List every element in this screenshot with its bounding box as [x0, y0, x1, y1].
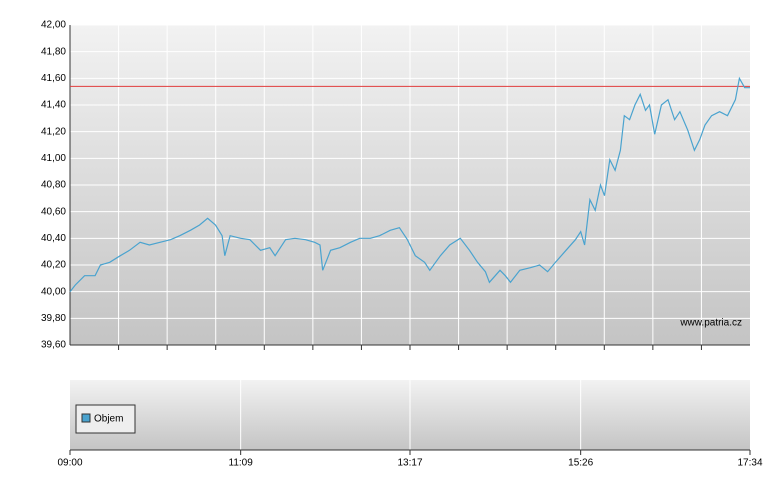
y-tick-label: 41,20 — [41, 126, 66, 137]
y-tick-label: 40,80 — [41, 180, 66, 191]
y-tick-label: 39,80 — [41, 313, 66, 324]
legend-label: Objem — [94, 414, 123, 425]
y-tick-label: 40,00 — [41, 286, 66, 297]
y-tick-label: 39,60 — [41, 340, 66, 351]
y-tick-label: 41,60 — [41, 73, 66, 84]
y-tick-label: 41,00 — [41, 153, 66, 164]
price-line — [69, 76, 750, 293]
y-tick-label: 40,20 — [41, 260, 66, 271]
layer: 39,60 39,80 40,00 40,20 40,40 40,60 40,80 41,00… — [41, 20, 763, 469]
x-tick-label: 17:34 — [737, 458, 762, 469]
y-tick-label: 42,00 — [41, 20, 66, 31]
x-tick-label: 15:26 — [568, 458, 593, 469]
legend-swatch — [81, 413, 91, 423]
x-tick-label: 13:17 — [397, 458, 422, 469]
y-tick-label: 40,40 — [41, 233, 66, 244]
watermark: www.patria.cz — [679, 318, 742, 329]
x-tick-label: 11:09 — [229, 458, 254, 469]
y-tick-label: 41,40 — [41, 100, 66, 111]
x-tick-label: 09:00 — [57, 458, 82, 469]
y-tick-label: 41,80 — [41, 46, 66, 57]
y-tick-label: 40,60 — [41, 206, 66, 217]
